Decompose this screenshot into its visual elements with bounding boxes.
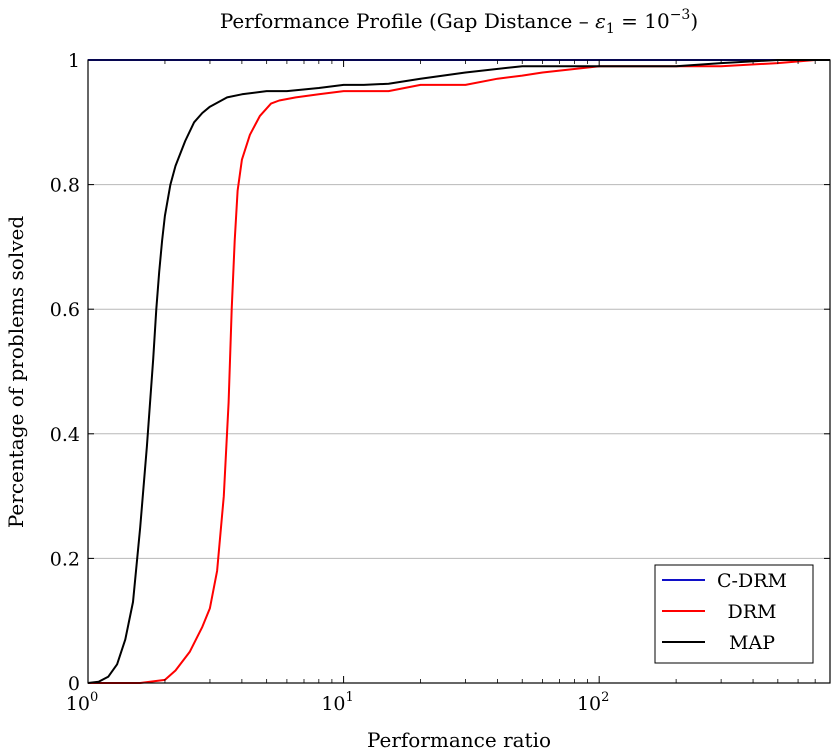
y-tick-label: 0: [68, 673, 80, 695]
title-subscript: 1: [606, 21, 615, 37]
title-exponent: −3: [670, 7, 691, 23]
y-axis-title: Percentage of problems solved: [4, 216, 28, 528]
title-suffix: ): [690, 9, 698, 33]
x-tick-label: 102: [577, 690, 609, 715]
plot-frame: [87, 59, 831, 684]
chart-title: Performance Profile (Gap Distance – ε1 =…: [220, 7, 698, 37]
x-tick-label: 101: [321, 690, 353, 715]
title-equals: = 10: [615, 9, 670, 33]
y-tick-label: 0.8: [50, 175, 80, 197]
axis-ticks: [87, 59, 831, 684]
series-line-map: [87, 59, 830, 684]
legend-label-c-drm: C-DRM: [717, 570, 787, 592]
title-prefix: Performance Profile (Gap Distance –: [220, 9, 595, 33]
y-tick-label: 1: [68, 50, 80, 72]
legend-label-drm: DRM: [728, 601, 777, 623]
legend-label-map: MAP: [729, 632, 775, 654]
y-tick-label: 0.4: [50, 424, 80, 446]
series-line-drm: [88, 59, 830, 684]
legend: C-DRM DRM MAP: [654, 564, 814, 664]
title-epsilon: ε: [595, 9, 606, 33]
y-tick-label: 0.2: [50, 548, 80, 570]
x-tick-label: 100: [66, 690, 98, 715]
y-tick-label: 0.6: [50, 299, 80, 321]
x-axis-title: Performance ratio: [367, 728, 551, 752]
legend-box: [654, 564, 814, 664]
axis-tick-labels: 0 0.2 0.4 0.6 0.8 1 100 101 102: [50, 50, 610, 715]
